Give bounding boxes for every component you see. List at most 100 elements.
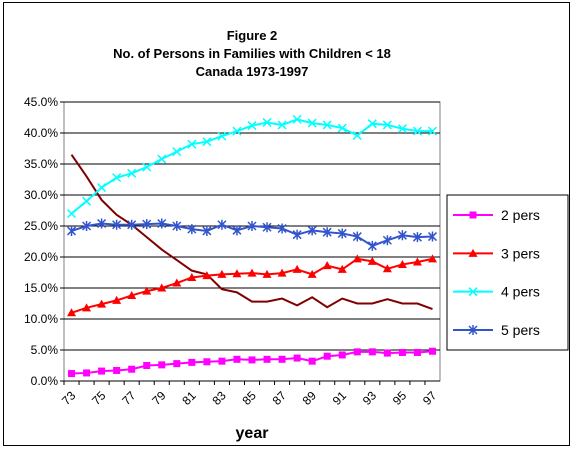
marker [127,290,137,299]
marker [97,183,107,193]
marker [67,308,77,317]
marker [277,120,287,130]
marker [247,221,257,231]
marker [292,114,302,124]
marker [202,225,212,236]
marker [127,219,137,230]
marker [468,325,478,335]
marker [352,231,362,242]
marker [127,168,137,178]
marker [82,221,92,231]
marker [352,254,362,263]
marker [352,130,362,141]
chart-subtitle: No. of Persons in Families with Children… [113,46,391,61]
marker [142,219,152,230]
marker [469,211,477,219]
marker [427,126,438,136]
marker [397,230,407,241]
marker [188,358,196,366]
marker [367,240,377,251]
y-tick-label: 15.0% [24,281,58,295]
marker [217,131,227,141]
marker [172,278,182,287]
marker [427,254,437,263]
y-tick-label: 0.0% [31,374,59,388]
marker [278,355,286,363]
y-tick-label: 35.0% [24,157,58,171]
chart-title: Figure 2 [227,28,278,43]
marker [187,224,197,235]
marker [143,362,151,369]
marker [307,118,317,128]
marker [187,272,197,281]
marker [292,264,302,273]
marker [98,367,106,375]
marker [217,269,227,278]
y-tick-label: 45.0% [24,95,58,109]
y-tick-label: 20.0% [24,250,58,264]
marker [263,355,271,363]
plot-area [63,101,441,382]
marker [383,349,391,357]
marker [468,248,478,257]
marker [367,256,377,265]
marker [157,154,167,164]
marker [66,209,77,219]
marker [82,303,92,312]
marker [322,261,332,270]
marker [157,218,167,229]
marker [397,124,407,134]
marker [112,173,122,183]
marker [157,283,167,292]
marker [187,139,197,149]
marker [382,264,392,273]
marker [353,348,361,356]
marker [337,123,347,133]
marker [172,221,182,231]
marker [468,287,478,297]
marker [412,126,422,136]
marker [337,228,347,239]
marker [308,357,316,365]
marker [232,225,242,236]
marker [427,231,438,242]
marker [322,227,332,238]
marker [382,235,392,246]
marker [367,119,377,129]
marker [97,299,107,308]
marker [398,348,406,356]
marker [322,120,332,130]
x-axis-label: year [236,425,269,442]
marker [277,268,287,277]
marker [248,356,256,364]
marker [412,257,422,266]
legend-box [446,194,569,351]
marker [202,137,212,147]
marker [83,369,91,377]
marker [112,219,122,230]
marker [247,268,257,277]
marker [412,232,422,243]
legend-label: 5 pers [501,322,540,338]
marker [413,348,421,356]
y-tick-label: 30.0% [24,188,58,202]
y-tick-label: 25.0% [24,219,58,233]
marker [203,358,211,366]
marker [262,222,272,233]
marker [232,126,242,136]
marker [82,196,92,206]
marker [202,271,212,280]
y-tick-label: 10.0% [24,312,58,326]
legend-label: 4 pers [501,284,540,300]
marker [112,295,122,304]
marker [68,370,76,378]
marker [232,269,242,278]
legend-label: 2 pers [501,207,540,223]
y-tick-label: 5.0% [31,343,59,357]
marker [382,120,392,130]
legend-label: 3 pers [501,245,540,261]
marker [113,366,121,374]
marker [428,347,436,355]
marker [66,225,77,236]
